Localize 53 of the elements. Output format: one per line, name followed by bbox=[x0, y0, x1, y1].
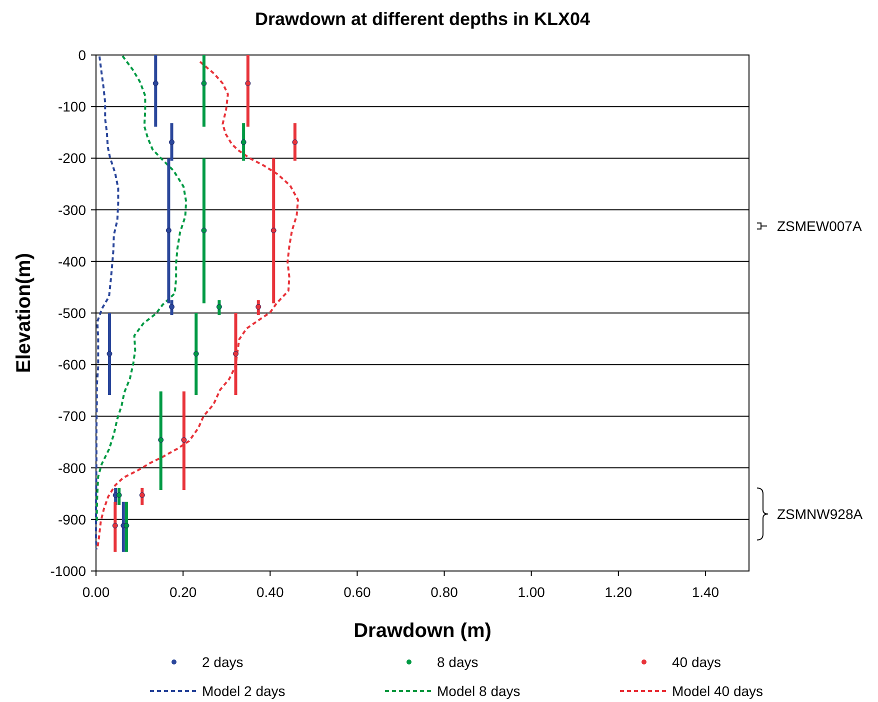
y-axis-title: Elevation(m) bbox=[13, 252, 35, 374]
x-tick-label: 0.40 bbox=[256, 584, 284, 600]
line-series bbox=[95, 56, 120, 550]
x-tick-label: 0.20 bbox=[169, 584, 197, 600]
legend-label: Model 40 days bbox=[672, 683, 764, 699]
point bbox=[112, 522, 118, 528]
x-axis-title: Drawdown (m) bbox=[354, 620, 492, 642]
x-tick-label: 1.20 bbox=[604, 584, 632, 600]
legend-label: 8 days bbox=[437, 654, 478, 670]
y-tick-label: -300 bbox=[58, 202, 86, 218]
chart-title: Drawdown at different depths in KLX04 bbox=[254, 9, 590, 29]
y-tick-label: -1000 bbox=[50, 563, 86, 579]
x-tick-label: 1.40 bbox=[692, 584, 720, 600]
x-tick-label: 0.80 bbox=[430, 584, 458, 600]
text: ZSMEW007A bbox=[777, 218, 862, 234]
text: ZSMNW928A bbox=[777, 506, 864, 522]
point bbox=[240, 139, 246, 145]
y-tick-label: -100 bbox=[58, 98, 86, 115]
point bbox=[256, 304, 262, 310]
point bbox=[124, 522, 130, 528]
point bbox=[152, 80, 158, 86]
y-tick-label: -800 bbox=[58, 460, 86, 476]
point bbox=[169, 304, 174, 310]
y-tick-label: -500 bbox=[58, 305, 86, 321]
point bbox=[166, 228, 172, 234]
legend-label: Model 8 days bbox=[437, 683, 520, 699]
legend-label: 2 days bbox=[202, 654, 244, 670]
point bbox=[201, 228, 207, 234]
point bbox=[270, 228, 276, 234]
point bbox=[292, 139, 298, 145]
y-tick-label: -600 bbox=[58, 356, 86, 373]
x-tick-label: 0.00 bbox=[82, 584, 110, 600]
point bbox=[181, 437, 187, 443]
point bbox=[245, 80, 251, 86]
point bbox=[216, 304, 222, 310]
point bbox=[232, 351, 238, 357]
point bbox=[106, 351, 112, 357]
point bbox=[139, 492, 145, 498]
y-tick-label: 0 bbox=[78, 47, 86, 63]
legend-label: 40 days bbox=[672, 654, 722, 670]
point bbox=[169, 139, 174, 145]
legend-label: Model 2 days bbox=[202, 683, 286, 699]
point bbox=[116, 492, 122, 498]
y-tick-label: -700 bbox=[58, 408, 86, 424]
x-tick-label: 0.60 bbox=[344, 584, 372, 600]
line-series bbox=[96, 60, 299, 550]
point bbox=[193, 351, 199, 357]
x-tick-label: 1.00 bbox=[518, 584, 546, 600]
y-tick-label: -400 bbox=[58, 253, 86, 270]
point bbox=[158, 437, 164, 443]
point bbox=[201, 80, 207, 86]
y-tick-label: -200 bbox=[58, 150, 86, 166]
y-tick-label: -900 bbox=[58, 511, 86, 528]
